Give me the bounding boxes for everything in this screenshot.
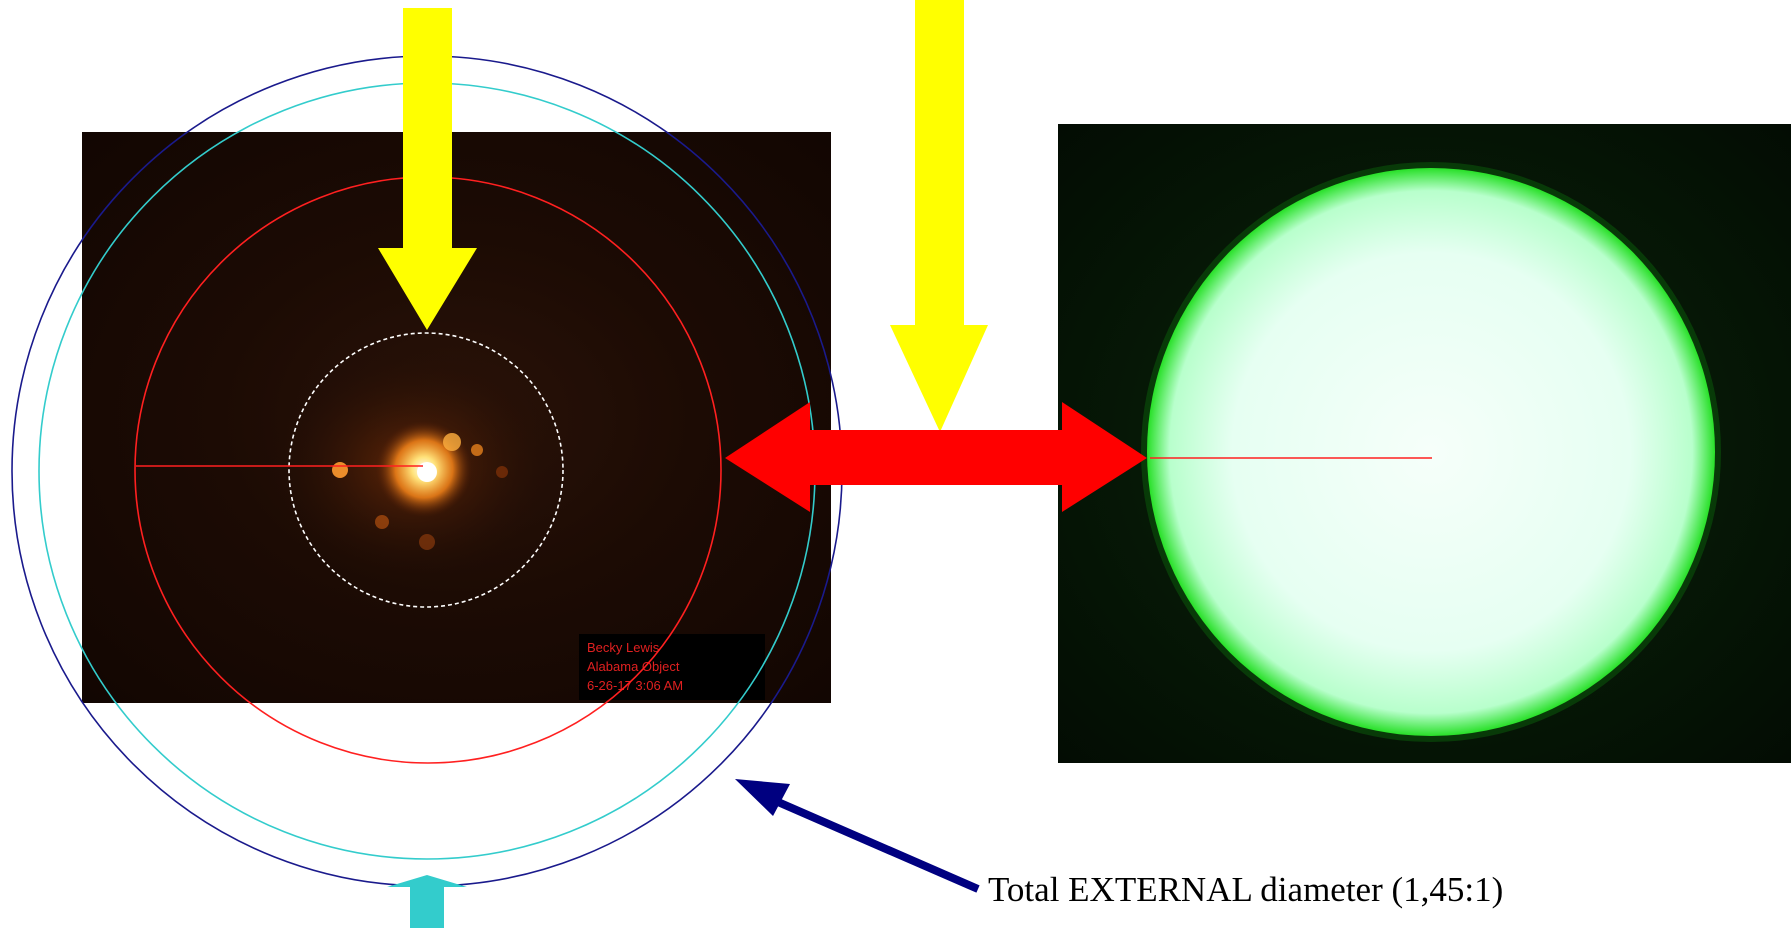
sun-photo-right [1058, 124, 1791, 763]
red-double-arrow [725, 402, 1147, 512]
photo-caption: Becky Lewis Alabama Object 6-26-17 3:06 … [579, 634, 765, 700]
caption-name: Becky Lewis [587, 640, 660, 655]
cyan-arrow [387, 875, 467, 928]
external-diameter-label: Total EXTERNAL diameter (1,45:1) [988, 870, 1504, 909]
navy-arrow-shaft [760, 791, 980, 893]
navy-arrow-head [735, 779, 790, 816]
caption-location: Alabama Object [587, 659, 680, 674]
white-dashed-circle [288, 332, 564, 608]
object-photo-left: Becky Lewis Alabama Object 6-26-17 3:06 … [82, 132, 831, 703]
sun-disc [1141, 162, 1721, 742]
yellow-arrow-right [890, 0, 988, 432]
yellow-arrow-left [378, 8, 477, 330]
object-glow [262, 347, 562, 587]
caption-timestamp: 6-26-17 3:06 AM [587, 678, 684, 693]
